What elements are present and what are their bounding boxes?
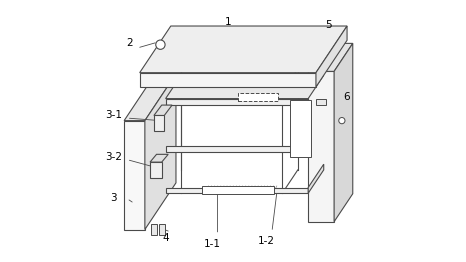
FancyBboxPatch shape bbox=[202, 186, 274, 194]
Polygon shape bbox=[316, 26, 347, 87]
Bar bbox=[159, 224, 165, 235]
Polygon shape bbox=[140, 26, 347, 73]
Polygon shape bbox=[154, 116, 164, 131]
Text: 3-1: 3-1 bbox=[105, 111, 122, 121]
Text: 6: 6 bbox=[344, 92, 350, 102]
Polygon shape bbox=[308, 71, 334, 222]
Text: 1: 1 bbox=[225, 17, 231, 27]
Text: 1-1: 1-1 bbox=[204, 239, 221, 249]
Text: 5: 5 bbox=[326, 20, 332, 30]
Circle shape bbox=[156, 40, 165, 49]
Polygon shape bbox=[165, 99, 308, 105]
Polygon shape bbox=[150, 162, 162, 178]
Polygon shape bbox=[308, 43, 353, 71]
Polygon shape bbox=[124, 121, 145, 230]
Bar bbox=[151, 224, 157, 235]
Text: 1-2: 1-2 bbox=[258, 236, 275, 246]
Polygon shape bbox=[150, 154, 168, 162]
Polygon shape bbox=[308, 164, 324, 193]
Text: 3-2: 3-2 bbox=[105, 152, 122, 162]
Text: 3: 3 bbox=[110, 193, 117, 203]
Text: 2: 2 bbox=[126, 38, 133, 48]
Polygon shape bbox=[165, 188, 308, 193]
Polygon shape bbox=[334, 43, 353, 222]
Bar bbox=[316, 99, 326, 105]
FancyBboxPatch shape bbox=[238, 94, 278, 101]
Polygon shape bbox=[140, 73, 316, 87]
Polygon shape bbox=[290, 100, 311, 157]
Polygon shape bbox=[165, 75, 324, 99]
Polygon shape bbox=[165, 146, 308, 152]
Text: 4: 4 bbox=[162, 233, 169, 243]
Polygon shape bbox=[154, 105, 172, 116]
Circle shape bbox=[339, 118, 345, 124]
Polygon shape bbox=[124, 74, 176, 121]
Polygon shape bbox=[145, 74, 176, 230]
